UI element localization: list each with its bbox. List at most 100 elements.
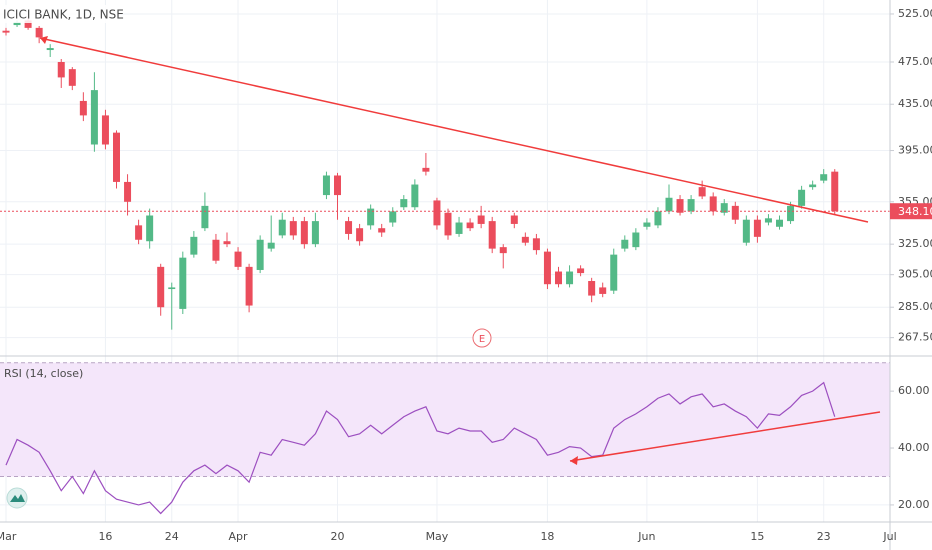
candle-body — [764, 218, 772, 223]
candle-body — [13, 22, 21, 26]
candle-body — [588, 281, 596, 296]
candle-body — [665, 197, 673, 212]
candle-body — [499, 247, 507, 254]
candle-body — [643, 222, 651, 227]
candle-body — [798, 189, 806, 206]
candle-body — [632, 232, 640, 248]
marks-layer — [0, 17, 890, 515]
y-tick-label: 475.00 — [898, 55, 932, 68]
candle-body — [289, 221, 297, 236]
rsi-band — [0, 362, 890, 477]
candle-body — [753, 219, 761, 237]
candle-body — [179, 257, 187, 309]
candle-body — [731, 205, 739, 220]
event-marker — [472, 328, 492, 348]
logo-icon — [10, 494, 25, 502]
grid-layer — [0, 0, 890, 522]
y-tick-label: 20.00 — [898, 498, 930, 511]
candle-body — [356, 228, 364, 242]
x-tick-label: 24 — [165, 530, 179, 543]
candle-body — [322, 175, 330, 196]
y-tick-label: 305.00 — [898, 268, 932, 281]
candle-body — [466, 222, 474, 229]
candle-body — [400, 199, 408, 208]
candle-body — [621, 239, 629, 249]
candle-body — [245, 266, 253, 306]
candle-body — [654, 211, 662, 226]
y-tick-label: 267.50 — [898, 331, 932, 344]
x-tick-label: Apr — [229, 530, 249, 543]
candle-body — [698, 187, 706, 197]
y-tick-label: 435.00 — [898, 97, 932, 110]
candle-body — [411, 184, 419, 208]
title-backing — [0, 5, 118, 23]
candle-body — [267, 242, 275, 249]
candle-body — [510, 215, 518, 224]
rsi-line — [5, 381, 836, 515]
y-tick-label: 525.00 — [898, 7, 932, 20]
candle-body — [676, 199, 684, 213]
rsi-trend-line — [569, 411, 881, 462]
candle-body — [378, 228, 386, 233]
candle-body — [135, 225, 143, 240]
candle-body — [831, 171, 839, 212]
candle-body — [787, 205, 795, 222]
x-tick-label: 15 — [750, 530, 764, 543]
candle-body — [278, 219, 286, 236]
arrow-head — [570, 456, 578, 465]
x-tick-label: 16 — [98, 530, 112, 543]
time-axis-panel — [0, 522, 932, 550]
candle-body — [709, 196, 717, 212]
candle-body — [24, 20, 32, 28]
y-tick-label: 285.00 — [898, 300, 932, 313]
candle-body — [555, 271, 562, 285]
candle-body — [345, 221, 353, 234]
x-tick-label: May — [426, 530, 449, 543]
x-tick-label: Jul — [882, 530, 896, 543]
candle-body — [256, 239, 264, 270]
candle-body — [422, 167, 430, 172]
candle-body — [101, 115, 109, 145]
candle-body — [444, 212, 452, 236]
candle-body — [2, 30, 10, 33]
candle-body — [190, 236, 198, 255]
label-layer: 525.00475.00435.00395.00355.00325.00305.… — [0, 7, 932, 543]
y-tick-label: 60.00 — [898, 384, 930, 397]
indicator-title: RSI (14, close) — [4, 367, 83, 380]
x-tick-label: 20 — [331, 530, 345, 543]
candle-body — [367, 208, 375, 226]
candle-body — [610, 254, 618, 291]
candle-body — [389, 211, 397, 223]
candle-body — [599, 287, 607, 294]
candle-body — [146, 215, 154, 242]
x-tick-label: Mar — [0, 530, 17, 543]
candle-body — [566, 271, 574, 285]
chart-title: ICICI BANK, 1D, NSE — [3, 8, 124, 22]
y-tick-label: 395.00 — [898, 144, 932, 157]
event-marker-label: E — [479, 334, 485, 345]
price-axis-panel — [890, 0, 932, 550]
candle-body — [90, 90, 98, 145]
candle-body — [334, 175, 341, 196]
candle-body — [168, 287, 176, 290]
candle-body — [201, 205, 209, 229]
candle-body — [234, 251, 242, 267]
y-tick-label: 325.00 — [898, 237, 932, 250]
x-tick-label: Jun — [637, 530, 655, 543]
candle-body — [742, 219, 750, 243]
candle-body — [157, 266, 165, 308]
candle-body — [68, 69, 76, 86]
candle-body — [532, 238, 540, 251]
candle-body — [720, 203, 728, 213]
arrow-head — [40, 36, 48, 44]
candle-body — [113, 132, 120, 182]
candle-body — [577, 268, 585, 274]
candle-body — [79, 100, 87, 116]
candle-body — [820, 174, 828, 181]
candle-body — [477, 215, 485, 224]
candle-body — [212, 239, 220, 261]
candle-body — [124, 181, 132, 202]
y-tick-label: 40.00 — [898, 441, 930, 454]
candle-body — [521, 236, 529, 243]
